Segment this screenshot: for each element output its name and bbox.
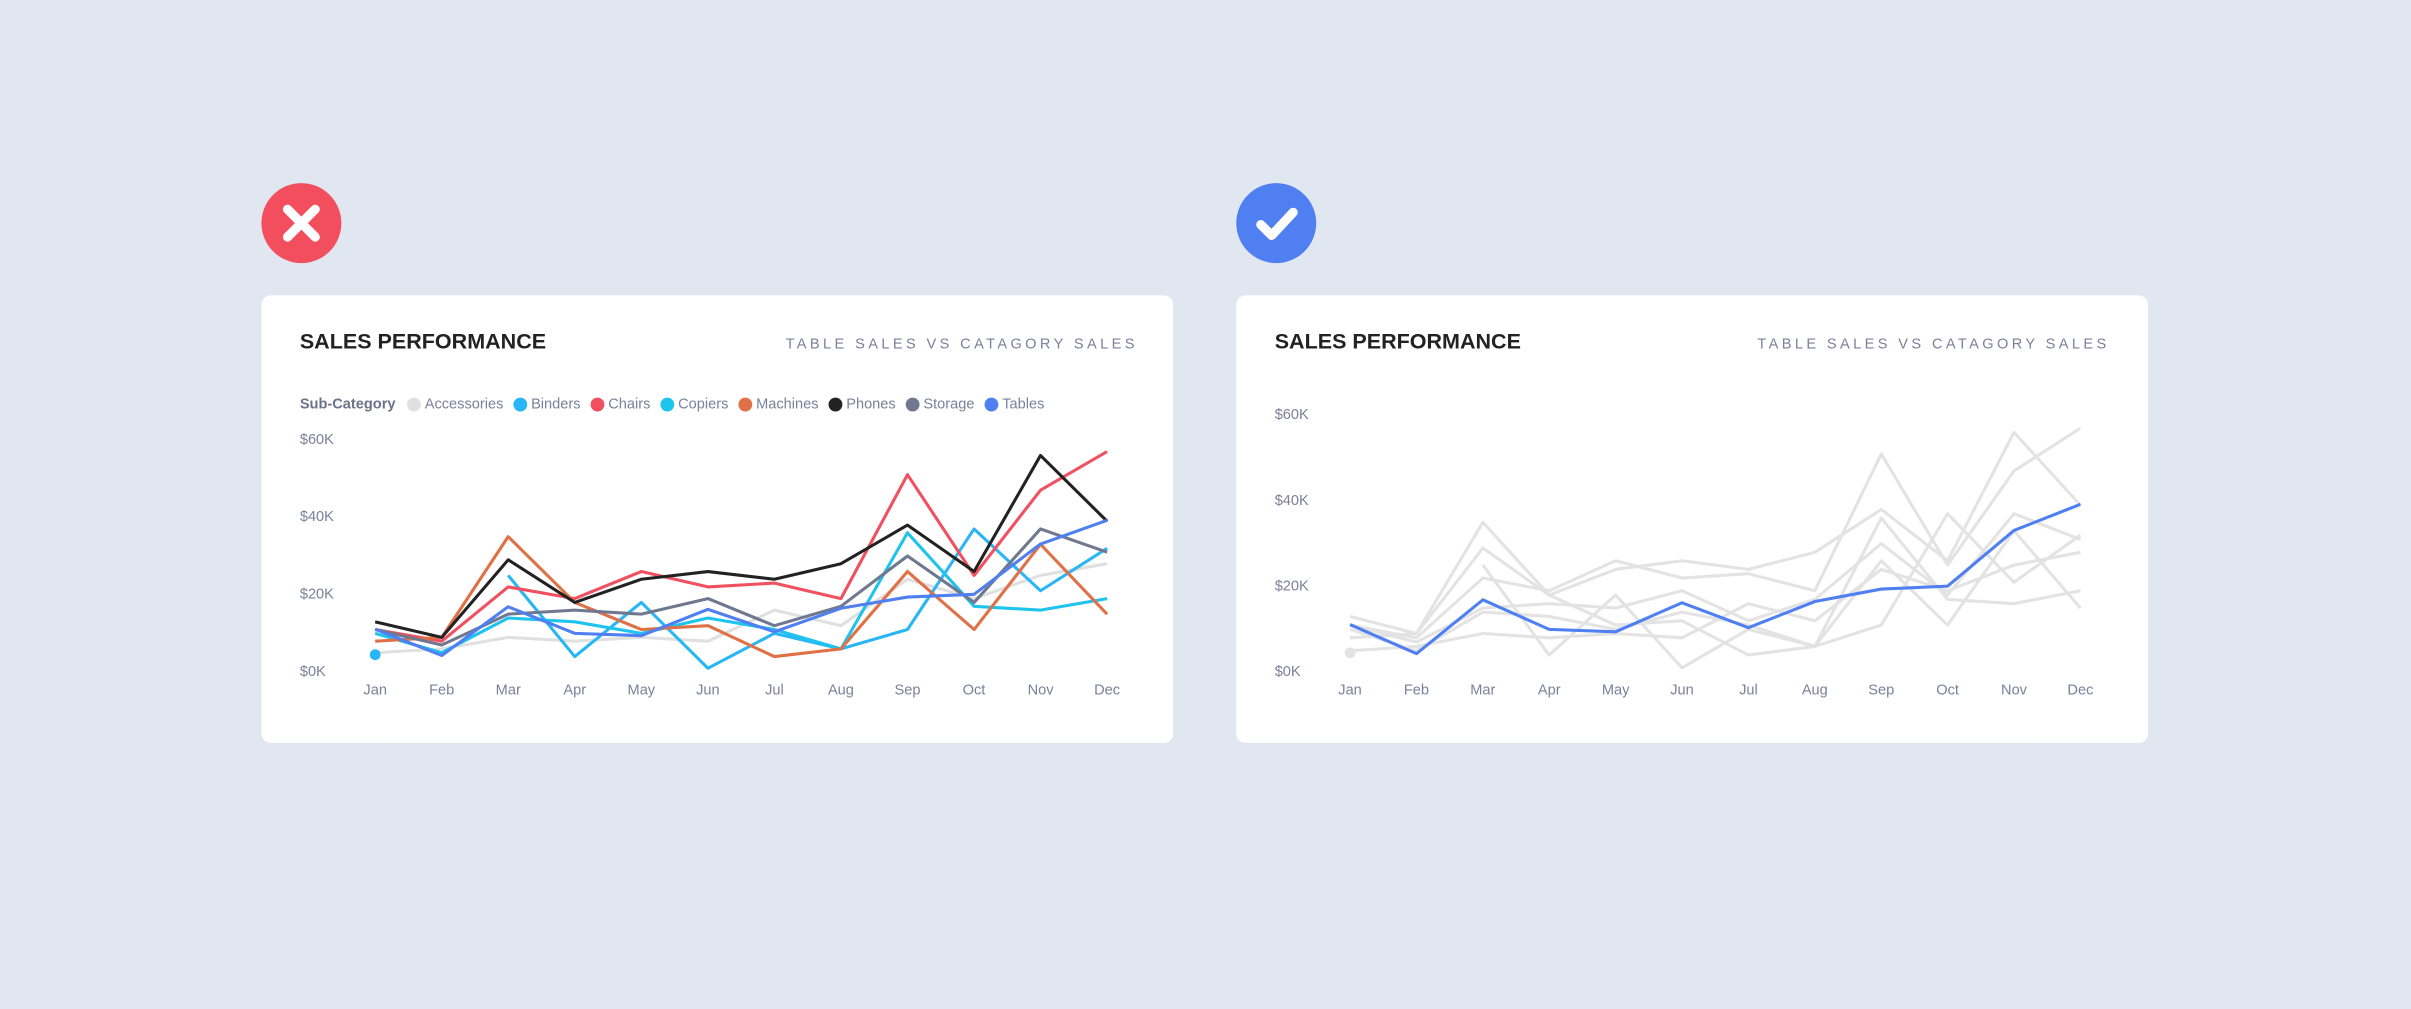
- series-line: [374, 531, 1108, 655]
- isolated-point: [369, 649, 381, 661]
- x-tick-label: May: [628, 682, 656, 698]
- legend-swatch: [905, 397, 920, 412]
- legend-title: Sub-Category: [300, 396, 397, 412]
- card: [1236, 295, 2149, 743]
- x-tick-label: Dec: [2067, 682, 2093, 698]
- x-tick-label: Feb: [429, 682, 454, 698]
- series-line: [1349, 520, 2082, 657]
- x-tick-label: Aug: [1802, 682, 1828, 698]
- x-tick-label: Apr: [1538, 682, 1561, 698]
- y-tick-label: $20K: [300, 587, 334, 603]
- x-tick-label: Sep: [1868, 682, 1894, 698]
- legend-label: Accessories: [425, 396, 504, 412]
- x-tick-label: Sep: [894, 682, 920, 698]
- x-tick-label: May: [1602, 682, 1630, 698]
- series-line: [374, 527, 1108, 647]
- series-line: [374, 450, 1108, 643]
- x-tick-label: Jul: [1739, 682, 1758, 698]
- series-line: [375, 535, 1109, 659]
- series-line: [375, 562, 1108, 655]
- x-tick-label: Oct: [963, 682, 986, 698]
- x-tick-label: Nov: [1028, 682, 1055, 698]
- series-line: [1349, 426, 2082, 640]
- legend-label: Phones: [846, 396, 896, 412]
- chart-subtitle: TABLE SALES VS CATAGORY SALES: [786, 336, 1138, 352]
- legend-swatch: [513, 397, 528, 412]
- legend-label: Binders: [531, 396, 580, 412]
- x-tick-label: Jun: [1670, 682, 1694, 698]
- y-tick-label: $40K: [300, 509, 334, 525]
- x-tick-label: Oct: [1936, 682, 1959, 698]
- legend-label: Tables: [1002, 396, 1044, 412]
- x-tick-label: Jan: [363, 682, 387, 698]
- y-tick-label: $60K: [300, 432, 334, 448]
- series-line: [1349, 430, 2082, 636]
- legend-swatch: [738, 397, 753, 412]
- good-icon: [1236, 183, 1317, 264]
- series-line: [374, 453, 1109, 639]
- y-tick-label: $20K: [1275, 578, 1309, 594]
- series-line: [1349, 512, 2081, 644]
- series-line: [374, 518, 1108, 658]
- y-tick-label: $0K: [300, 664, 326, 680]
- legend-label: Storage: [923, 396, 974, 412]
- x-tick-label: Mar: [496, 682, 521, 698]
- legend-swatch: [660, 397, 675, 412]
- x-tick-label: Jan: [1338, 682, 1362, 698]
- y-tick-label: $60K: [1275, 407, 1309, 423]
- series-line: [1349, 550, 2081, 653]
- chart-title: SALES PERFORMANCE: [300, 330, 546, 354]
- legend-swatch: [407, 397, 421, 412]
- series-line: [1349, 516, 2081, 653]
- x-tick-label: Dec: [1094, 682, 1120, 698]
- legend-label: Chairs: [608, 396, 650, 412]
- x-tick-label: Jul: [765, 682, 784, 698]
- y-tick-label: $40K: [1275, 493, 1309, 509]
- series-line: [1481, 512, 2082, 670]
- legend-label: Machines: [756, 396, 818, 412]
- legend-swatch: [984, 397, 999, 412]
- isolated-point: [1344, 647, 1356, 659]
- x-tick-label: Mar: [1470, 682, 1495, 698]
- y-tick-label: $0K: [1275, 664, 1301, 680]
- x-tick-label: Aug: [828, 682, 854, 698]
- chart-title: SALES PERFORMANCE: [1275, 330, 1521, 354]
- series-line: [506, 527, 1108, 670]
- bad-icon: [261, 183, 342, 264]
- card: [261, 295, 1174, 743]
- legend-label: Copiers: [678, 396, 728, 412]
- x-tick-label: Feb: [1404, 682, 1429, 698]
- x-tick-label: Nov: [2001, 682, 2028, 698]
- x-tick-label: Apr: [563, 682, 586, 698]
- chart-subtitle: TABLE SALES VS CATAGORY SALES: [1757, 336, 2109, 352]
- legend-swatch: [590, 397, 605, 412]
- x-tick-label: Jun: [696, 682, 720, 698]
- legend-swatch: [828, 397, 843, 412]
- series-line: [1349, 502, 2081, 656]
